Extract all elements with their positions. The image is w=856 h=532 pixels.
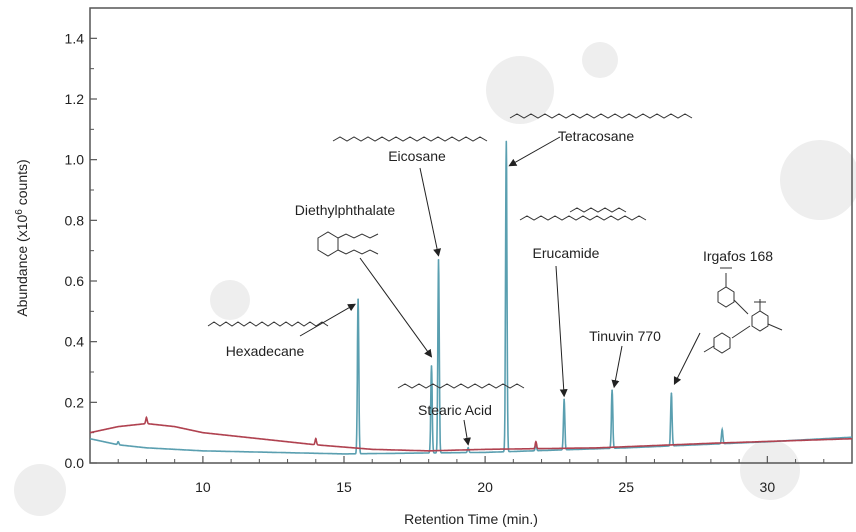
- annotation-layer: Hexadecane Diethylphthalate Eicosane Steari…: [226, 128, 773, 446]
- y-tick-label: 0.4: [65, 334, 85, 350]
- annotation-arrow: [555, 265, 568, 398]
- annotation-arrow: [508, 136, 561, 167]
- peak-point: [430, 365, 433, 367]
- y-tick-label: 1.0: [65, 152, 85, 168]
- annotation-arrow: [611, 345, 623, 389]
- irgafos-structure: [703, 267, 783, 354]
- y-tick-label: 0.8: [65, 212, 85, 228]
- peak-label: Eicosane: [388, 148, 446, 164]
- x-tick-label: 10: [195, 479, 211, 495]
- x-axis-title: Retention Time (min.): [404, 511, 538, 527]
- plot-area: [89, 7, 853, 464]
- annotation-arrow: [673, 332, 701, 386]
- peak-point: [314, 437, 317, 440]
- annotation-arrow: [299, 303, 356, 337]
- peak-point: [535, 440, 537, 443]
- peak-point: [437, 258, 440, 261]
- y-axis-title-exponent: 6: [14, 209, 25, 215]
- y-tick-label: 1.2: [65, 91, 85, 107]
- annotation-arrow: [359, 257, 433, 358]
- peak-label: Stearic Acid: [418, 402, 492, 418]
- erucamide-structure: [519, 207, 647, 221]
- peak-label: Diethylphthalate: [295, 202, 396, 218]
- peak-label: Irgafos 168: [703, 248, 773, 264]
- series-line-sample: [89, 141, 852, 455]
- peak-point: [670, 392, 673, 395]
- peak-point: [145, 416, 148, 419]
- annotation-arrow: [463, 419, 471, 446]
- series-line-blank: [89, 415, 852, 452]
- peak-point: [467, 447, 469, 449]
- stearic-acid-structure: [397, 383, 525, 389]
- peak-label: Erucamide: [533, 245, 600, 261]
- y-axis: 0.0 0.2 0.4 0.6 0.8 1.0 1.2 1.4: [65, 7, 97, 471]
- peak-label: Tinuvin 770: [589, 328, 661, 344]
- y-axis-title-tail: counts): [14, 159, 30, 209]
- y-axis-title: Abundance (x106 counts): [14, 159, 31, 316]
- y-tick-label: 0.2: [65, 394, 85, 410]
- peak-label: Hexadecane: [226, 343, 305, 359]
- peak-point: [117, 440, 120, 443]
- x-tick-label: 25: [618, 479, 634, 495]
- peak-label: Tetracosane: [558, 128, 634, 144]
- peak-point: [721, 428, 723, 431]
- eicosane-structure: [332, 136, 488, 142]
- phthalate-structure: [317, 231, 379, 257]
- structure-sketches: [207, 113, 783, 389]
- y-tick-label: 0.0: [65, 455, 85, 471]
- x-axis: 10 15 20 25 30: [117, 456, 825, 495]
- x-tick-label: 20: [477, 479, 493, 495]
- hexadecane-structure: [207, 321, 329, 327]
- peak-point: [563, 398, 565, 401]
- x-tick-label: 30: [760, 479, 776, 495]
- watermark-background: [14, 42, 856, 516]
- peak-point: [505, 140, 508, 143]
- y-axis-title-main: Abundance (x10: [14, 214, 30, 316]
- y-tick-label: 0.6: [65, 273, 85, 289]
- y-tick-label: 1.4: [65, 30, 85, 46]
- series-layer: [89, 140, 852, 455]
- peak-point: [357, 298, 359, 301]
- peak-point: [611, 389, 613, 392]
- tetracosane-structure: [509, 113, 693, 119]
- annotation-arrow: [419, 167, 442, 257]
- x-tick-label: 15: [336, 479, 352, 495]
